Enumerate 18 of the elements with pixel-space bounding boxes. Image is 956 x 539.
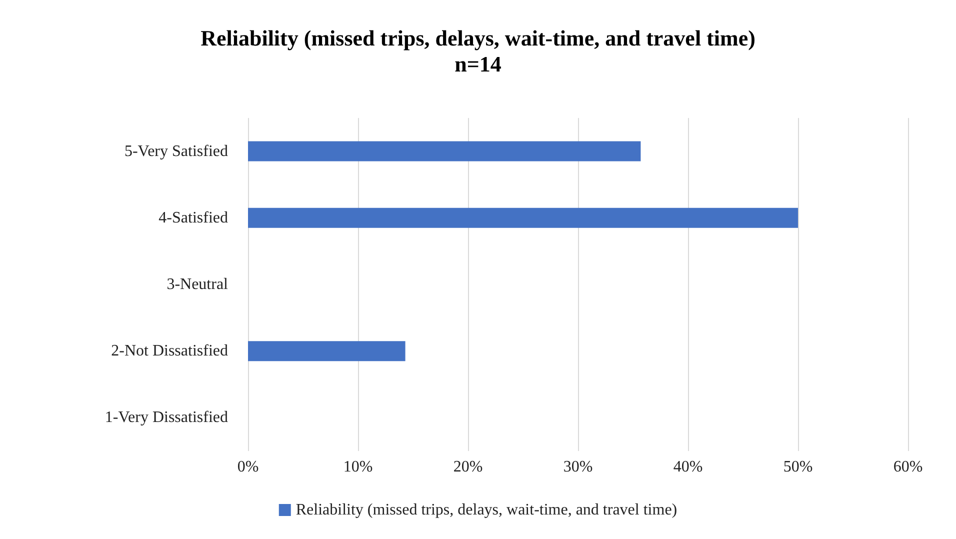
x-tick-label: 30% — [563, 458, 593, 476]
bar — [248, 208, 798, 228]
bar — [248, 141, 641, 162]
x-tick-label: 20% — [453, 458, 483, 476]
legend-label: Reliability (missed trips, delays, wait-time, and travel time) — [296, 502, 678, 518]
x-tick-label: 60% — [893, 458, 923, 476]
y-tick-label: 4-Satisfied — [158, 209, 228, 226]
bar — [248, 341, 406, 362]
y-tick-label: 3-Neutral — [166, 276, 229, 293]
x-tick-label: 0% — [237, 458, 259, 476]
y-tick-label: 1-Very Dissatisfied — [104, 409, 228, 426]
x-tick-label: 40% — [673, 458, 703, 476]
y-tick-label: 5-Very Satisfied — [124, 142, 228, 160]
chart-subtitle: n=14 — [454, 52, 502, 76]
x-tick-label: 50% — [783, 458, 813, 476]
chart-title: Reliability (missed trips, delays, wait-time, and travel time) — [200, 26, 756, 50]
y-tick-label: 2-Not Dissatisfied — [111, 342, 228, 360]
x-tick-label: 10% — [343, 458, 373, 476]
